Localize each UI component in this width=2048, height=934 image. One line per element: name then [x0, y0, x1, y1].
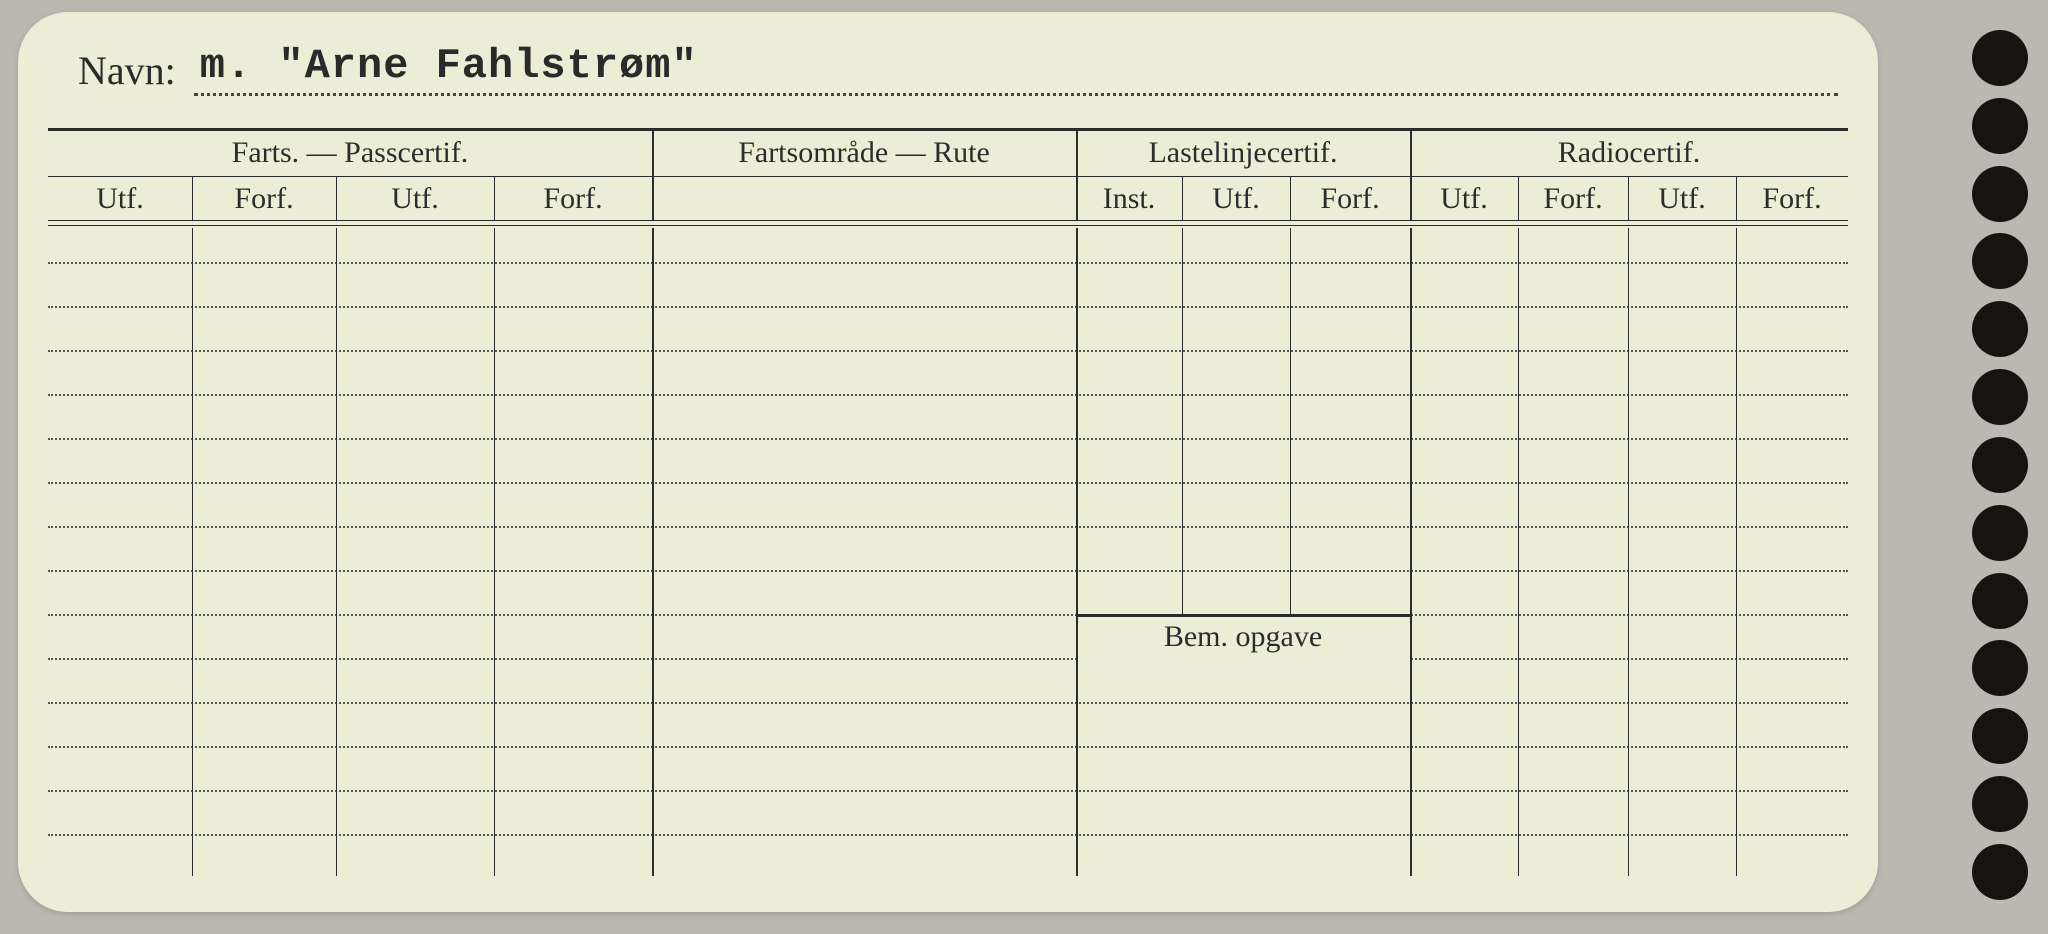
dot-row-2 — [48, 306, 1848, 308]
body-sub-vline-5 — [1290, 228, 1291, 614]
hdr-vline-3 — [1410, 130, 1412, 220]
body-vline-1 — [652, 228, 654, 876]
body-sub-vline-4 — [1182, 228, 1183, 614]
header-farts-forf2: Forf. — [494, 177, 652, 221]
navn-row: Navn: m. "Arne Fahlstrøm" — [78, 38, 1838, 96]
dot-row-5 — [48, 438, 1848, 440]
navn-value-holder: m. "Arne Fahlstrøm" — [194, 38, 1838, 96]
navn-value: m. "Arne Fahlstrøm" — [200, 42, 698, 90]
header-subcols-row: Utf. Forf. Utf. Forf. Inst. Utf. Forf. U… — [48, 176, 1848, 221]
header-radio-utf1: Utf. — [1410, 177, 1518, 221]
dot-row-11 — [48, 702, 1848, 704]
hdr-sub-vline-7 — [1628, 176, 1629, 220]
punch-hole — [1972, 233, 2028, 289]
punch-hole — [1972, 437, 2028, 493]
hdr-sub-vline-3 — [494, 176, 495, 220]
hdr-sub-vline-5 — [1290, 176, 1291, 220]
header-farts-forf1: Forf. — [192, 177, 336, 221]
punch-hole — [1972, 98, 2028, 154]
header-farts-passcertif: Farts. — Passcertif. — [48, 130, 652, 176]
body-sub-vline-3 — [494, 228, 495, 876]
hdr-vline-2 — [1076, 130, 1078, 220]
bem-opgave-label: Bem. opgave — [1076, 620, 1410, 654]
header-bottom-rule-2 — [48, 225, 1848, 226]
bem-top-line — [1076, 614, 1410, 617]
header-farts-utf2: Utf. — [336, 177, 494, 221]
punch-hole — [1972, 844, 2028, 900]
header-laste-forf: Forf. — [1290, 177, 1410, 221]
header-sections-row: Farts. — Passcertif. Fartsområde — Rute … — [48, 130, 1848, 176]
punch-hole — [1972, 776, 2028, 832]
body-vline-2 — [1076, 228, 1078, 876]
header-radio-forf2: Forf. — [1736, 177, 1848, 221]
punch-holes — [1972, 30, 2028, 900]
dot-row-6 — [48, 482, 1848, 484]
dot-row-3 — [48, 350, 1848, 352]
dot-row-13 — [48, 790, 1848, 792]
header-fartsomrade-rute: Fartsområde — Rute — [652, 130, 1076, 176]
hdr-vline-1 — [652, 130, 654, 220]
punch-hole — [1972, 505, 2028, 561]
index-card: Navn: m. "Arne Fahlstrøm" Farts. — Passc… — [18, 12, 1878, 912]
dot-row-1 — [48, 262, 1848, 264]
navn-label: Navn: — [78, 47, 176, 96]
punch-hole — [1972, 369, 2028, 425]
punch-hole — [1972, 30, 2028, 86]
body-area: Bem. opgave — [48, 228, 1848, 892]
header-laste-inst: Inst. — [1076, 177, 1182, 221]
punch-hole — [1972, 640, 2028, 696]
punch-hole — [1972, 573, 2028, 629]
hdr-sub-vline-6 — [1518, 176, 1519, 220]
punch-hole — [1972, 301, 2028, 357]
dot-row-10 — [48, 658, 1848, 660]
body-sub-vline-6 — [1518, 228, 1519, 876]
hdr-sub-vline-2 — [336, 176, 337, 220]
header-lastelinjecertif: Lastelinjecertif. — [1076, 130, 1410, 176]
dot-row-8 — [48, 570, 1848, 572]
hdr-sub-vline-1 — [192, 176, 193, 220]
punch-hole — [1972, 708, 2028, 764]
header-bottom-rule-1 — [48, 220, 1848, 221]
header-radiocertif: Radiocertif. — [1410, 130, 1848, 176]
body-sub-vline-1 — [192, 228, 193, 876]
header-radio-utf2: Utf. — [1628, 177, 1736, 221]
punch-hole — [1972, 166, 2028, 222]
dot-row-7 — [48, 526, 1848, 528]
hdr-sub-vline-4 — [1182, 176, 1183, 220]
hdr-sub-vline-8 — [1736, 176, 1737, 220]
header-farts-utf1: Utf. — [48, 177, 192, 221]
body-vline-3 — [1410, 228, 1412, 876]
navn-underline — [194, 93, 1838, 96]
dot-row-4 — [48, 394, 1848, 396]
dot-row-9 — [48, 614, 1848, 616]
body-sub-vline-2 — [336, 228, 337, 876]
header-rute-blank — [652, 177, 1076, 221]
header-radio-forf1: Forf. — [1518, 177, 1628, 221]
body-sub-vline-7 — [1628, 228, 1629, 876]
header-band: Farts. — Passcertif. Fartsområde — Rute … — [48, 130, 1848, 220]
dotted-rows — [48, 228, 1848, 892]
header-laste-utf: Utf. — [1182, 177, 1290, 221]
dot-row-12 — [48, 746, 1848, 748]
body-sub-vline-8 — [1736, 228, 1737, 876]
dot-row-14 — [48, 834, 1848, 836]
